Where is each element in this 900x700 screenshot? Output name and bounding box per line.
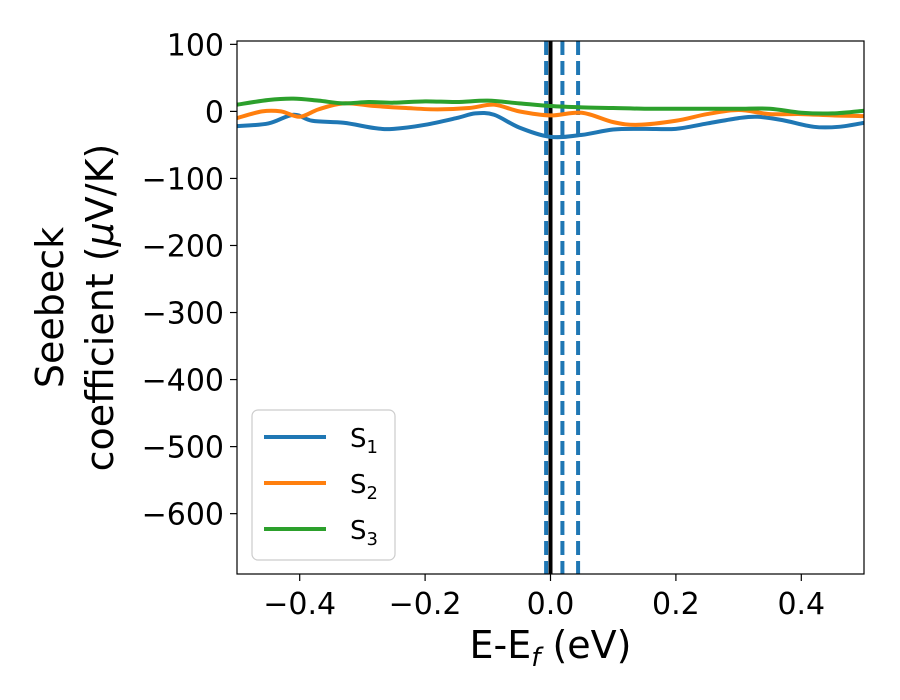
y-axis-label-line1: Seebeck	[28, 227, 72, 388]
x-axis-ticks: −0.4 −0.2 0.0 0.2 0.4	[263, 574, 825, 622]
legend-label-s2: S2	[350, 470, 378, 504]
y-axis-label-pre: coefficient (	[78, 246, 122, 471]
series-line-s3	[237, 96, 864, 116]
y-tick-label: −600	[142, 498, 224, 533]
y-tick-label: −100	[142, 162, 224, 197]
y-tick-label: −400	[142, 364, 224, 399]
y-axis-label-post: V/K)	[78, 144, 122, 223]
x-tick-label: −0.4	[263, 587, 336, 622]
y-tick-label: −200	[142, 229, 224, 264]
y-tick-label: −300	[142, 297, 224, 332]
x-tick-label: −0.2	[389, 587, 462, 622]
x-axis-label-main: E-E	[470, 623, 532, 667]
y-axis-label-mu: μ	[78, 222, 122, 247]
legend-label-s3: S3	[350, 516, 378, 550]
x-tick-label: 0.0	[527, 587, 575, 622]
y-axis-label: Seebeck coefficient (μV/K)	[28, 144, 122, 472]
y-axis-label-line2: coefficient (μV/K)	[78, 144, 122, 472]
y-tick-label: −500	[142, 431, 224, 466]
series-line-s2	[237, 101, 864, 127]
vertical-lines	[544, 41, 581, 574]
series-lines	[237, 96, 864, 140]
x-tick-label: 0.4	[777, 587, 825, 622]
legend: S1 S2 S3	[251, 409, 396, 561]
x-axis-label-unit: (eV)	[540, 623, 631, 667]
series-line-s1	[237, 110, 864, 140]
y-axis-ticks: 100 0 −100 −200 −300 −400 −500 −600	[142, 28, 237, 533]
y-tick-label: 100	[167, 28, 224, 63]
y-tick-label: 0	[205, 95, 224, 130]
x-axis-label: E-Ef (eV)	[470, 623, 632, 673]
legend-label-s1: S1	[350, 424, 378, 458]
x-tick-label: 0.2	[652, 587, 700, 622]
